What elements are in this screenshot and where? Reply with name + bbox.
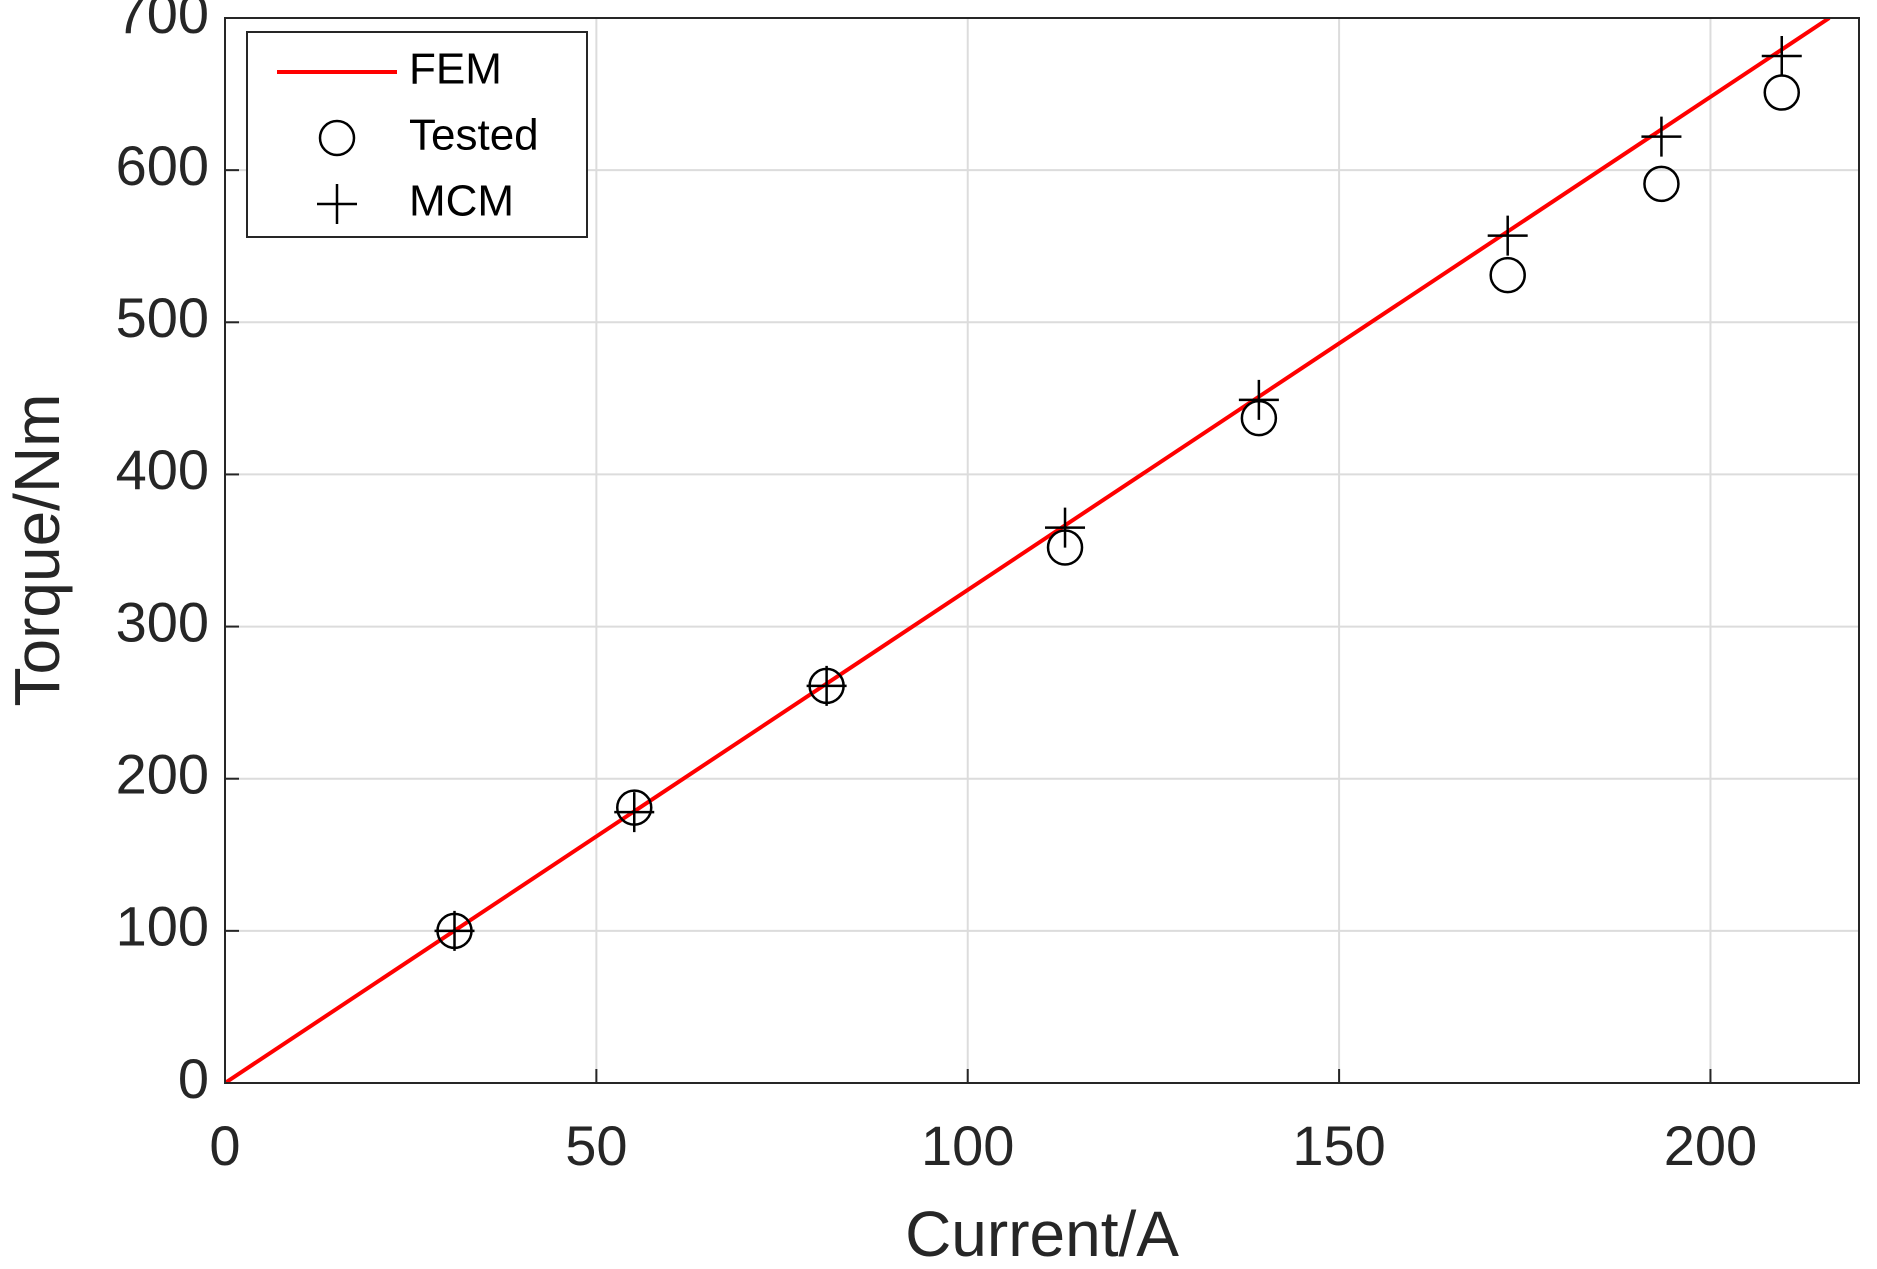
x-tick-label: 200: [1664, 1114, 1757, 1177]
mcm-point: [1487, 215, 1528, 256]
y-tick-label: 700: [116, 0, 209, 45]
mcm-point: [614, 792, 655, 833]
tested-point: [1489, 256, 1526, 294]
legend-swatch: [318, 119, 356, 157]
legend: FEM Tested MCM: [246, 31, 588, 238]
y-axis-label: Torque/Nm: [1, 394, 73, 707]
mcm-point: [434, 910, 475, 951]
y-tick-label: 0: [178, 1047, 209, 1110]
legend-label: MCM: [409, 177, 514, 226]
grid: [224, 17, 1859, 1084]
mcm-point: [1641, 116, 1682, 157]
legend-box: [246, 31, 588, 238]
tested-point: [1643, 165, 1680, 203]
legend-label: FEM: [409, 45, 502, 94]
y-tick-label: 300: [116, 590, 209, 653]
marks: [225, 18, 1831, 1083]
fem-line: [225, 18, 1831, 1083]
legend-label: Tested: [409, 111, 539, 160]
mcm-point: [1761, 36, 1802, 77]
x-tick-label: 150: [1292, 1114, 1385, 1177]
x-tick-label: 50: [565, 1114, 627, 1177]
y-tick-label: 200: [116, 743, 209, 806]
mcm-point: [1238, 379, 1279, 420]
x-tick-label: 100: [921, 1114, 1014, 1177]
y-tick-label: 100: [116, 895, 209, 958]
mcm-point: [1045, 507, 1086, 548]
legend-swatch: [317, 184, 357, 224]
x-tick-label: 0: [209, 1114, 240, 1177]
y-tick-label: 400: [116, 438, 209, 501]
y-tick-label: 600: [116, 134, 209, 197]
axes-frame: [224, 17, 1860, 1084]
y-tick-label: 500: [116, 286, 209, 349]
mcm-point: [806, 665, 847, 706]
x-axis-label: Current/A: [905, 1198, 1179, 1269]
